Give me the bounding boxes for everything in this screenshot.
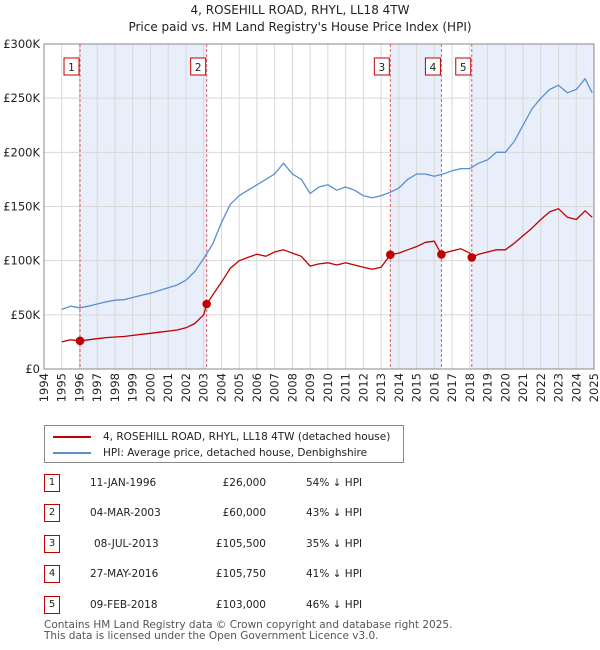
legend-item-hpi: HPI: Average price, detached house, Denb… <box>53 445 367 461</box>
x-tick-label: 2018 <box>463 373 477 402</box>
plot-area-frame <box>43 43 595 370</box>
x-tick-label: 2008 <box>285 373 299 402</box>
sale-number-badge: 2 <box>44 504 60 522</box>
sale-hpi-diff: 41% ↓ HPI <box>306 568 363 580</box>
x-tick-label: 1996 <box>72 373 86 402</box>
x-tick-label: 2024 <box>569 373 583 402</box>
sale-number-badge: 5 <box>44 596 60 614</box>
x-tick-label: 2001 <box>161 373 175 402</box>
sale-number-badge: 1 <box>44 474 60 492</box>
x-tick-label: 1994 <box>37 373 51 402</box>
sale-marker-box <box>455 57 472 76</box>
y-tick-label: £250K <box>3 91 40 105</box>
x-tick-label: 2002 <box>179 373 193 402</box>
x-tick-label: 2011 <box>339 373 353 402</box>
x-tick-label: 2009 <box>303 373 317 402</box>
x-tick-label: 2022 <box>534 373 548 402</box>
footer-license: This data is licensed under the Open Gov… <box>44 630 379 642</box>
sale-number-badge: 4 <box>44 565 60 583</box>
footer: Contains HM Land Registry data © Crown c… <box>44 620 452 642</box>
sale-price: £60,000 <box>222 507 266 519</box>
x-tick-label: 1995 <box>55 373 69 402</box>
table-row: 2 04-MAR-2003 £60,000 43% ↓ HPI <box>44 504 444 524</box>
x-tick-label: 2019 <box>481 373 495 402</box>
x-tick-label: 2007 <box>268 373 282 402</box>
x-tick-label: 1999 <box>126 373 140 402</box>
legend: 4, ROSEHILL ROAD, RHYL, LL18 4TW (detach… <box>44 425 404 463</box>
x-tick-label: 2014 <box>392 373 406 402</box>
y-tick-label: £300K <box>3 37 40 51</box>
table-row: 1 11-JAN-1996 £26,000 54% ↓ HPI <box>44 474 444 494</box>
x-tick-label: 2023 <box>552 373 566 402</box>
sale-hpi-diff: 54% ↓ HPI <box>306 477 363 489</box>
sale-point <box>386 250 395 260</box>
chart-subtitle: Price paid vs. HM Land Registry's House … <box>128 20 471 34</box>
sale-date: 09-FEB-2018 <box>90 599 158 611</box>
x-tick-label: 2017 <box>445 373 459 402</box>
sale-marker-box <box>63 57 80 76</box>
x-tick-label: 2020 <box>498 373 512 402</box>
sale-date: 04-MAR-2003 <box>90 507 161 519</box>
x-tick-label: 2025 <box>587 373 600 402</box>
sale-date: 11-JAN-1996 <box>90 477 157 489</box>
x-tick-label: 2004 <box>214 373 228 402</box>
x-tick-label: 2015 <box>410 373 424 402</box>
sale-hpi-diff: 35% ↓ HPI <box>306 538 363 550</box>
sale-number-badge: 3 <box>44 535 60 553</box>
sale-marker-label: 4 <box>430 62 437 74</box>
sale-marker-label: 2 <box>195 62 202 74</box>
y-tick-label: £100K <box>3 254 40 268</box>
sale-date: 08-JUL-2013 <box>94 538 159 550</box>
hpi-series-line <box>61 78 593 311</box>
x-tick-label: 2003 <box>197 373 211 402</box>
y-tick-label: £50K <box>11 308 41 322</box>
legend-label-hpi: HPI: Average price, detached house, Denb… <box>103 447 368 459</box>
chart: 4, ROSEHILL ROAD, RHYL, LL18 4TW Price p… <box>3 3 600 402</box>
x-tick-label: 2016 <box>427 373 441 402</box>
y-tick-label: £150K <box>3 200 40 214</box>
sale-price: £26,000 <box>222 477 266 489</box>
legend-swatch-price <box>53 436 91 438</box>
legend-item-price: 4, ROSEHILL ROAD, RHYL, LL18 4TW (detach… <box>53 429 390 445</box>
x-tick-label: 2000 <box>143 373 157 402</box>
x-tick-label: 2010 <box>321 373 335 402</box>
x-tick-label: 2021 <box>516 373 530 402</box>
sale-point <box>75 336 85 346</box>
sale-price: £105,750 <box>215 568 266 580</box>
sale-point <box>437 250 446 259</box>
table-row: 3 08-JUL-2013 £105,500 35% ↓ HPI <box>44 535 444 555</box>
sale-marker-box <box>190 57 207 76</box>
sale-marker-label: 5 <box>460 62 467 74</box>
sale-hpi-diff: 43% ↓ HPI <box>306 507 363 519</box>
sale-marker-box <box>424 57 441 76</box>
table-row: 5 09-FEB-2018 £103,000 46% ↓ HPI <box>44 596 444 616</box>
x-tick-label: 2005 <box>232 373 246 402</box>
table-row: 4 27-MAY-2016 £105,750 41% ↓ HPI <box>44 565 444 585</box>
sale-point <box>202 299 211 309</box>
x-tick-label: 1997 <box>90 373 104 402</box>
x-tick-label: 2006 <box>250 373 264 402</box>
x-tick-label: 2012 <box>356 373 370 402</box>
sale-date: 27-MAY-2016 <box>90 568 159 580</box>
sale-marker-label: 3 <box>378 62 385 74</box>
sale-marker-label: 1 <box>68 62 75 74</box>
footer-copyright: Contains HM Land Registry data © Crown c… <box>44 619 453 631</box>
x-tick-label: 2013 <box>374 373 388 402</box>
sale-price: £105,500 <box>215 538 266 550</box>
sale-price: £103,000 <box>215 599 266 611</box>
x-tick-label: 1998 <box>108 373 122 402</box>
sale-point <box>467 253 477 262</box>
chart-title: 4, ROSEHILL ROAD, RHYL, LL18 4TW <box>191 3 410 17</box>
legend-label-price: 4, ROSEHILL ROAD, RHYL, LL18 4TW (detach… <box>103 431 391 443</box>
y-tick-label: £0 <box>25 362 40 376</box>
sale-hpi-diff: 46% ↓ HPI <box>306 599 363 611</box>
price-paid-series-line <box>61 208 593 343</box>
y-tick-label: £200K <box>3 145 40 159</box>
legend-swatch-hpi <box>53 452 91 454</box>
sale-marker-box <box>373 57 390 76</box>
